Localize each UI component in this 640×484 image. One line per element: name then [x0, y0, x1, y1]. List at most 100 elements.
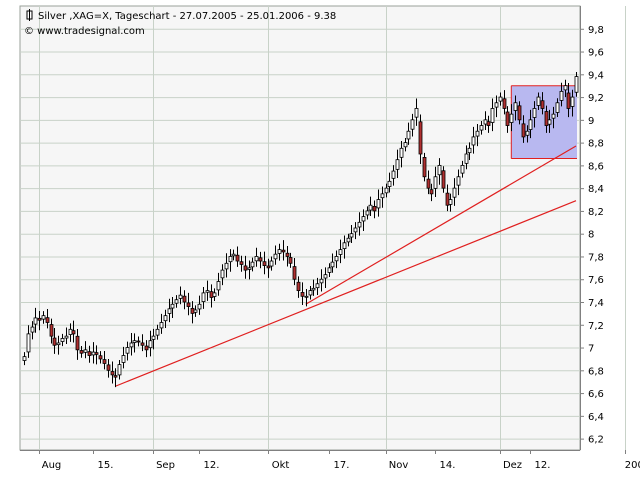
candle-down	[285, 252, 290, 257]
candle-up	[574, 76, 579, 93]
candle-down	[106, 364, 111, 371]
y-tick-label: 9,4	[588, 70, 604, 81]
y-tick-label: 7,8	[588, 252, 604, 263]
y-tick-label: 8,2	[588, 207, 604, 218]
candle-down	[190, 307, 195, 314]
candle-up	[410, 119, 415, 130]
candle-down	[52, 337, 57, 346]
candle-down	[110, 371, 115, 376]
candle-up	[433, 176, 438, 189]
candle-up	[22, 356, 27, 361]
candle-down	[566, 92, 571, 109]
y-tick-label: 9,6	[588, 48, 604, 59]
candle-down	[262, 261, 267, 266]
candle-up	[479, 125, 484, 131]
candle-down	[292, 266, 297, 280]
candle-up	[376, 199, 381, 209]
candle-down	[102, 359, 107, 364]
candle-down	[544, 111, 549, 126]
candle-down	[258, 257, 263, 262]
y-tick-label: 8,6	[588, 161, 604, 172]
candle-up	[509, 113, 514, 123]
candle-up	[391, 170, 396, 179]
y-tick-label: 8,8	[588, 139, 604, 150]
x-tick-label: 17.	[334, 460, 350, 471]
candle-up	[460, 164, 465, 174]
candle-up	[91, 351, 96, 356]
copyright-text: © www.tradesignal.com	[24, 26, 145, 37]
y-tick-label: 6,8	[588, 366, 604, 377]
candle-down	[113, 375, 118, 378]
candle-down	[136, 340, 141, 343]
candle-up	[456, 176, 461, 186]
channel-fill	[511, 85, 577, 159]
candle-up	[467, 147, 472, 154]
candle-down	[186, 302, 191, 307]
candle-up	[155, 328, 160, 336]
y-tick-label: 6,4	[588, 412, 604, 423]
candle-up	[33, 317, 38, 325]
candle-up	[490, 108, 495, 123]
candle-up	[56, 342, 61, 346]
candle-down	[445, 192, 450, 206]
candle-up	[342, 242, 347, 250]
candle-up	[151, 335, 156, 340]
candle-up	[399, 147, 404, 158]
candle-up	[327, 267, 332, 273]
y-tick-label: 8,4	[588, 184, 604, 195]
candle-up	[483, 119, 488, 125]
candle-down	[300, 292, 305, 297]
y-tick-label: 7,2	[588, 321, 604, 332]
candle-up	[471, 136, 476, 146]
candle-down	[429, 189, 434, 195]
candle-down	[182, 295, 187, 303]
candle-up	[563, 85, 568, 91]
candle-down	[517, 105, 522, 121]
candle-up	[448, 199, 453, 205]
candle-up	[437, 164, 442, 176]
candle-down	[94, 352, 99, 355]
candle-up	[323, 274, 328, 279]
candle-down	[45, 317, 50, 323]
candle-down	[75, 335, 80, 351]
candle-up	[330, 261, 335, 268]
candle-up	[247, 267, 252, 270]
candle-up	[357, 221, 362, 228]
candle-up	[365, 210, 370, 216]
x-tick-label: 2006	[625, 460, 640, 471]
candle-up	[30, 326, 35, 333]
trendline-long	[115, 200, 577, 387]
y-tick-label: 9,8	[588, 25, 604, 36]
candle-down	[296, 281, 301, 292]
grid-lines	[20, 6, 626, 450]
candle-up	[117, 364, 122, 376]
candle-up	[361, 216, 366, 222]
candle-up	[148, 340, 153, 349]
candle-down	[98, 355, 103, 360]
candle-up	[277, 249, 282, 254]
candle-down	[505, 111, 510, 126]
candle-down	[418, 121, 423, 155]
candle-up	[403, 142, 408, 148]
chart-title: Silver ,XAG=X, Tageschart - 27.07.2005 -…	[38, 11, 336, 22]
candle-up	[311, 287, 316, 291]
candle-down	[288, 257, 293, 264]
candle-up	[346, 237, 351, 243]
candle-up	[159, 322, 164, 329]
candle-up	[250, 261, 255, 268]
candle-down	[486, 121, 491, 126]
candle-up	[464, 153, 469, 164]
candle-up	[547, 119, 552, 125]
candle-down	[540, 100, 545, 109]
candle-up	[41, 315, 46, 320]
y-tick-label: 9	[588, 116, 594, 127]
y-tick-label: 6,6	[588, 389, 604, 400]
candle-up	[555, 102, 560, 113]
candle-up	[338, 249, 343, 255]
candle-up	[525, 130, 530, 136]
candle-down	[71, 330, 76, 335]
candle-down	[235, 254, 240, 262]
candle-up	[475, 130, 480, 137]
candle-up	[353, 227, 358, 233]
